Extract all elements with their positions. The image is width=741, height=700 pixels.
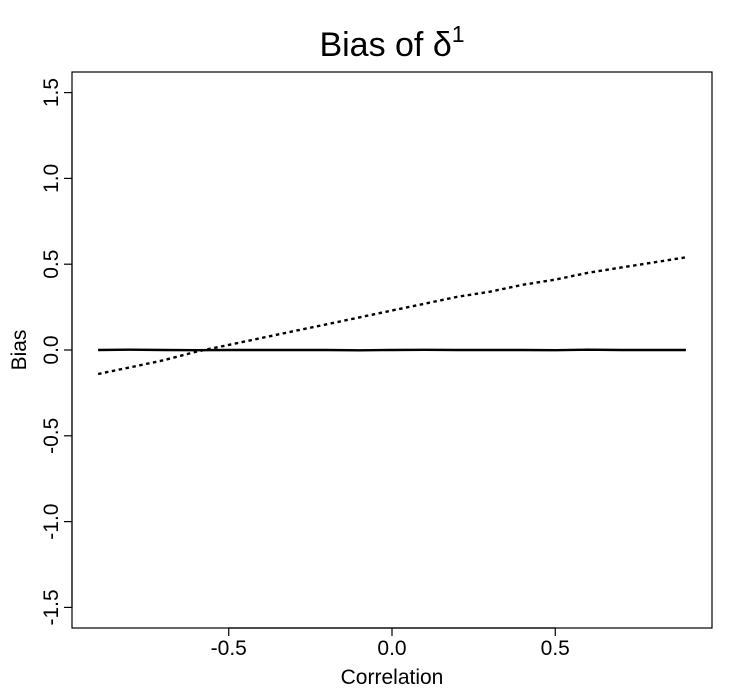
y-tick-label: -0.5 xyxy=(40,418,63,454)
y-axis-label: Bias xyxy=(8,330,31,371)
y-tick-label: -1.0 xyxy=(40,504,63,540)
y-axis: -1.5 -1.0 -0.5 0.0 0.5 1.0 1.5 xyxy=(40,78,73,626)
series-line-1 xyxy=(98,348,686,352)
chart-title-main: Bias of δ xyxy=(319,26,451,64)
x-axis-label: Correlation xyxy=(341,666,444,689)
y-tick-label: 1.5 xyxy=(40,78,63,107)
y-tick-label: 1.0 xyxy=(40,164,63,193)
x-tick-label: -0.5 xyxy=(211,637,247,660)
y-tick-label: 0.0 xyxy=(40,335,63,364)
series-layer xyxy=(97,256,687,376)
series-line-2 xyxy=(97,256,687,376)
x-tick-label: 0.0 xyxy=(377,637,406,660)
chart-title-superscript: 1 xyxy=(452,21,465,47)
y-tick-label: -1.5 xyxy=(40,589,63,625)
y-tick-label: 0.5 xyxy=(40,250,63,279)
x-tick-label: 0.5 xyxy=(541,637,570,660)
chart-title: Bias of δ1 xyxy=(319,21,464,64)
x-axis: -0.5 0.0 0.5 xyxy=(211,627,570,660)
